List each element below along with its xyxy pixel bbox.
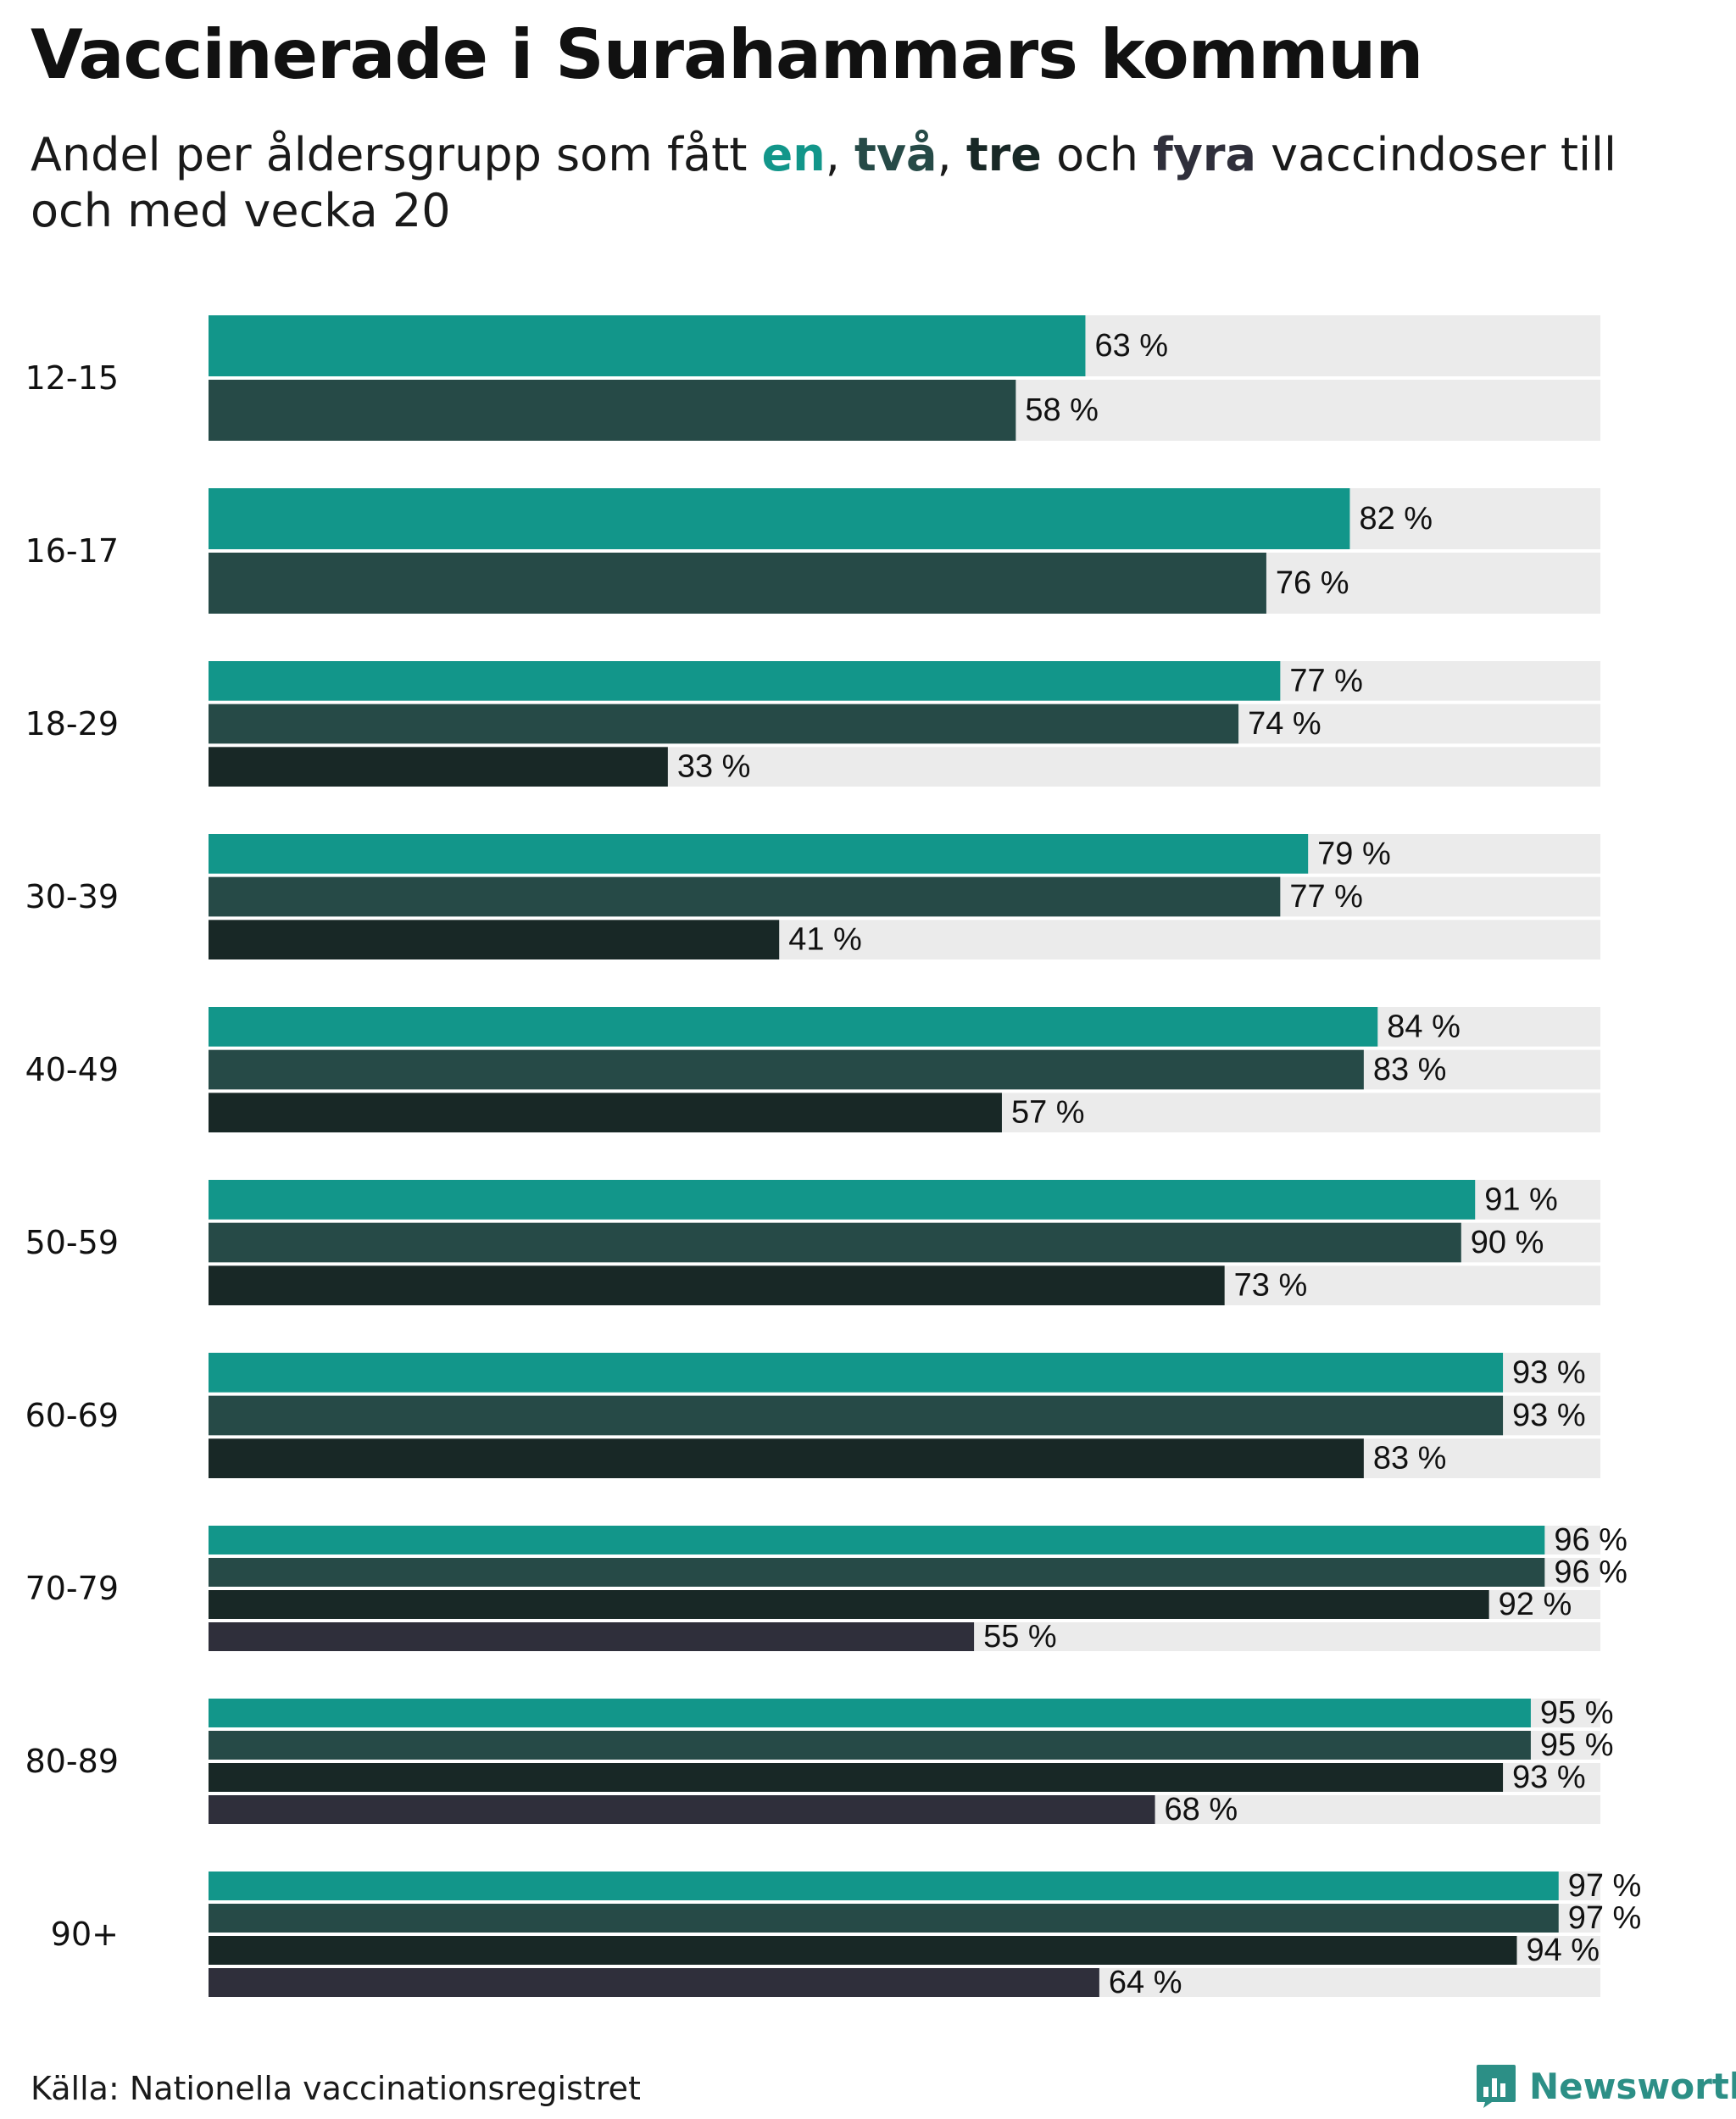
value-label: 82 % (1359, 501, 1433, 537)
value-label: 92 % (1499, 1587, 1572, 1622)
bar-40-49-dose-3 (209, 1093, 1002, 1132)
value-label: 73 % (1234, 1268, 1308, 1304)
bar-80-89-dose-1 (209, 1699, 1531, 1727)
bar-70-79-dose-4 (209, 1622, 975, 1651)
category-label: 18-29 (25, 705, 119, 742)
bar-70-79-dose-2 (209, 1558, 1545, 1587)
bar-30-39-dose-2 (209, 876, 1281, 917)
value-label: 33 % (677, 749, 751, 785)
value-label: 57 % (1011, 1095, 1085, 1131)
bar-40-49-dose-2 (209, 1049, 1364, 1090)
bar-80-89-dose-4 (209, 1795, 1155, 1824)
category-label: 60-69 (25, 1397, 119, 1434)
category-label: 80-89 (25, 1743, 119, 1780)
category-label: 40-49 (25, 1051, 119, 1088)
value-label: 93 % (1512, 1760, 1586, 1795)
value-label: 63 % (1094, 328, 1168, 364)
value-label: 96 % (1554, 1554, 1628, 1590)
value-label: 79 % (1317, 836, 1391, 871)
category-label: 50-59 (25, 1224, 119, 1261)
bar-12-15-dose-2 (209, 380, 1016, 441)
bar-group-12-15: 12-15 63 % 58 % (25, 315, 1600, 441)
bar-12-15-dose-1 (209, 315, 1086, 376)
bar-90+-dose-3 (209, 1936, 1517, 1965)
bar-40-49-dose-1 (209, 1007, 1378, 1047)
subtitle-text-after: vaccindoser till och med vecka 20 (31, 128, 1617, 237)
value-label: 97 % (1568, 1900, 1642, 1936)
category-label: 90+ (51, 1916, 119, 1953)
value-label: 90 % (1471, 1225, 1544, 1260)
category-label: 16-17 (25, 532, 119, 570)
bar-16-17-dose-2 (209, 553, 1266, 614)
bar-80-89-dose-2 (209, 1731, 1531, 1760)
bar-70-79-dose-1 (209, 1526, 1545, 1554)
value-label: 95 % (1540, 1727, 1614, 1763)
subtitle-sep-1: , (825, 128, 855, 181)
category-label: 70-79 (25, 1570, 119, 1607)
newsworthy-logo: Newsworthy (1475, 2063, 1736, 2109)
bar-group-60-69: 60-69 93 % 93 % 83 % (25, 1353, 1600, 1478)
value-label: 77 % (1289, 663, 1363, 698)
bar-60-69-dose-2 (209, 1395, 1504, 1436)
newsworthy-chart-icon (1477, 2065, 1516, 2108)
value-label: 93 % (1512, 1354, 1586, 1390)
bar-group-50-59: 50-59 91 % 90 % 73 % (25, 1180, 1600, 1305)
value-label: 55 % (983, 1619, 1057, 1655)
value-label: 93 % (1512, 1398, 1586, 1433)
bar-70-79-dose-3 (209, 1590, 1489, 1619)
bar-18-29-dose-2 (209, 704, 1239, 744)
category-label: 30-39 (25, 878, 119, 915)
subtitle-dose-tre: tre (965, 128, 1042, 181)
subtitle-text-before: Andel per åldersgrupp som fått (31, 128, 762, 181)
subtitle-dose-tva: två (854, 128, 938, 181)
source-note: Källa: Nationella vaccinationsregistret (31, 2070, 641, 2107)
value-label: 68 % (1165, 1792, 1238, 1827)
subtitle-sep-3: och (1041, 128, 1154, 181)
bar-50-59-dose-1 (209, 1180, 1476, 1220)
bar-18-29-dose-1 (209, 661, 1281, 701)
bar-group-18-29: 18-29 77 % 74 % 33 % (25, 661, 1600, 787)
subtitle-sep-2: , (937, 128, 966, 181)
bar-group-30-39: 30-39 79 % 77 % 41 % (25, 834, 1600, 959)
value-label: 97 % (1568, 1868, 1642, 1904)
bar-90+-dose-1 (209, 1872, 1559, 1900)
bar-group-90+: 90+97 %97 %94 %64 % (51, 1868, 1642, 2000)
bar-90+-dose-4 (209, 1968, 1099, 1997)
value-label: 77 % (1289, 879, 1363, 915)
value-label: 74 % (1248, 706, 1321, 742)
bar-group-16-17: 16-17 82 % 76 % (25, 488, 1600, 614)
subtitle-dose-en: en (761, 128, 826, 181)
value-label: 83 % (1373, 1052, 1447, 1087)
value-label: 95 % (1540, 1695, 1614, 1731)
bar-90+-dose-2 (209, 1904, 1559, 1933)
subtitle-dose-fyra: fyra (1153, 128, 1256, 181)
value-label: 41 % (788, 922, 862, 958)
value-label: 64 % (1109, 1965, 1182, 2000)
value-label: 91 % (1484, 1182, 1558, 1217)
value-label: 83 % (1373, 1441, 1447, 1477)
value-label: 58 % (1025, 392, 1099, 428)
value-label: 94 % (1526, 1933, 1600, 1968)
value-label: 76 % (1276, 565, 1349, 601)
bar-80-89-dose-3 (209, 1763, 1504, 1792)
bar-group-40-49: 40-49 84 % 83 % 57 % (25, 1007, 1600, 1132)
chart-subtitle: Andel per åldersgrupp som fått en, två, … (31, 127, 1692, 239)
bar-30-39-dose-3 (209, 920, 780, 959)
bar-50-59-dose-3 (209, 1265, 1225, 1305)
newsworthy-logo-text: Newsworthy (1529, 2065, 1736, 2107)
bar-chart: 12-15 63 % 58 % 16-17 82 % 76 % 18-29 77 % 74 % 3… (25, 315, 1642, 2000)
bar-18-29-dose-3 (209, 747, 668, 787)
value-label: 96 % (1554, 1522, 1628, 1558)
bar-60-69-dose-3 (209, 1438, 1364, 1478)
category-label: 12-15 (25, 359, 119, 397)
bar-50-59-dose-2 (209, 1222, 1461, 1263)
bar-60-69-dose-1 (209, 1353, 1504, 1393)
bar-30-39-dose-1 (209, 834, 1309, 874)
chart-title: Vaccinerade i Surahammars kommun (31, 15, 1423, 94)
bar-16-17-dose-1 (209, 488, 1350, 549)
value-label: 84 % (1387, 1009, 1461, 1044)
